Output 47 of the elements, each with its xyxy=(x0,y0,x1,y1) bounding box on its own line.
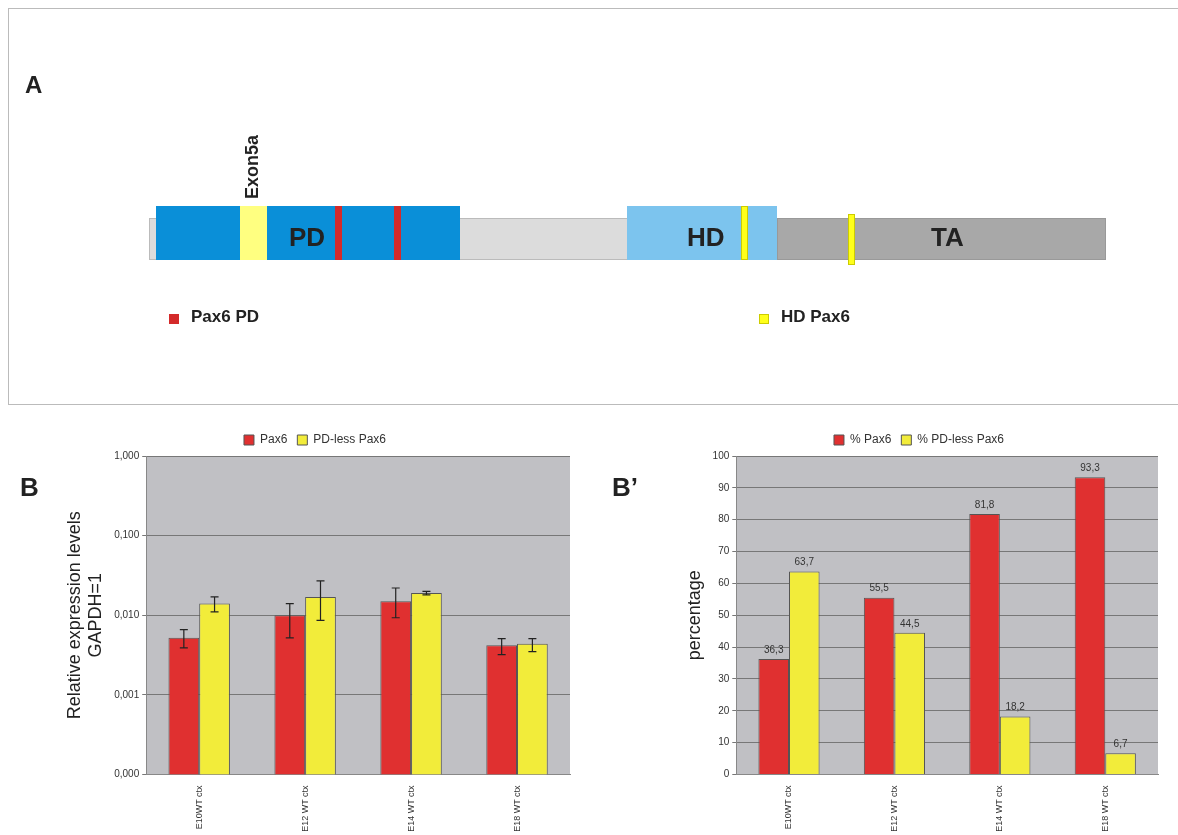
y-tick-label: 90 xyxy=(718,481,730,493)
y-tick-label: 0,010 xyxy=(114,609,140,620)
data-label: 18,2 xyxy=(1005,701,1026,713)
x-tick-label: E12 WT ctx xyxy=(888,785,899,832)
legend-label: PD-less Pax6 xyxy=(313,432,387,447)
x-tick-label: E12 WT ctx xyxy=(299,785,310,832)
y-tick-label: 60 xyxy=(718,577,730,589)
y-tick-label: 0,100 xyxy=(114,529,140,541)
y-tick-label: 20 xyxy=(718,704,730,716)
text: B’ xyxy=(612,472,638,503)
legend-label: Pax6 xyxy=(259,432,288,447)
x-tick-label: E10WT ctx xyxy=(193,785,204,830)
text: HD xyxy=(687,222,725,253)
y-tick-label: 100 xyxy=(712,449,730,461)
text: Pax6 PD xyxy=(191,307,260,327)
y-tick-label: 0,001 xyxy=(114,688,140,700)
y-axis-title: percentage xyxy=(683,570,704,661)
y-tick-label: 10 xyxy=(718,736,730,748)
y-tick-label: 0,000 xyxy=(114,768,140,780)
legend-label: % PD-less Pax6 xyxy=(917,432,1005,447)
data-label: 63,7 xyxy=(794,556,815,568)
data-label: 55,5 xyxy=(869,582,890,594)
x-tick-label: E18 WT ctx xyxy=(1099,785,1110,832)
x-tick-label: E18 WT ctx xyxy=(511,785,522,832)
text: Exon5a xyxy=(242,134,262,199)
y-axis-title: Relative expression levels GAPDH=1 xyxy=(63,511,106,720)
x-tick-label: E14 WT ctx xyxy=(405,785,416,832)
data-label: 44,5 xyxy=(899,617,920,629)
data-label: 81,8 xyxy=(974,498,995,510)
y-tick-label: 70 xyxy=(718,545,730,557)
legend-label: % Pax6 xyxy=(849,432,892,447)
text: B xyxy=(20,472,39,503)
x-tick-label: E10WT ctx xyxy=(783,785,794,830)
text: A xyxy=(25,71,43,99)
y-tick-label: 80 xyxy=(718,513,730,525)
y-tick-label: 50 xyxy=(718,609,730,620)
text: HD Pax6 xyxy=(781,307,850,327)
data-label: 6,7 xyxy=(1113,737,1128,749)
data-label: 93,3 xyxy=(1080,462,1101,474)
text: TA xyxy=(931,222,964,253)
y-tick-label: 30 xyxy=(718,672,730,684)
y-tick-label: 0 xyxy=(723,768,730,780)
y-tick-label: 40 xyxy=(718,640,730,652)
y-tick-label: 1,000 xyxy=(114,449,140,461)
x-tick-label: E14 WT ctx xyxy=(994,785,1005,832)
data-label: 36,3 xyxy=(763,643,784,655)
text: PD xyxy=(289,222,326,253)
